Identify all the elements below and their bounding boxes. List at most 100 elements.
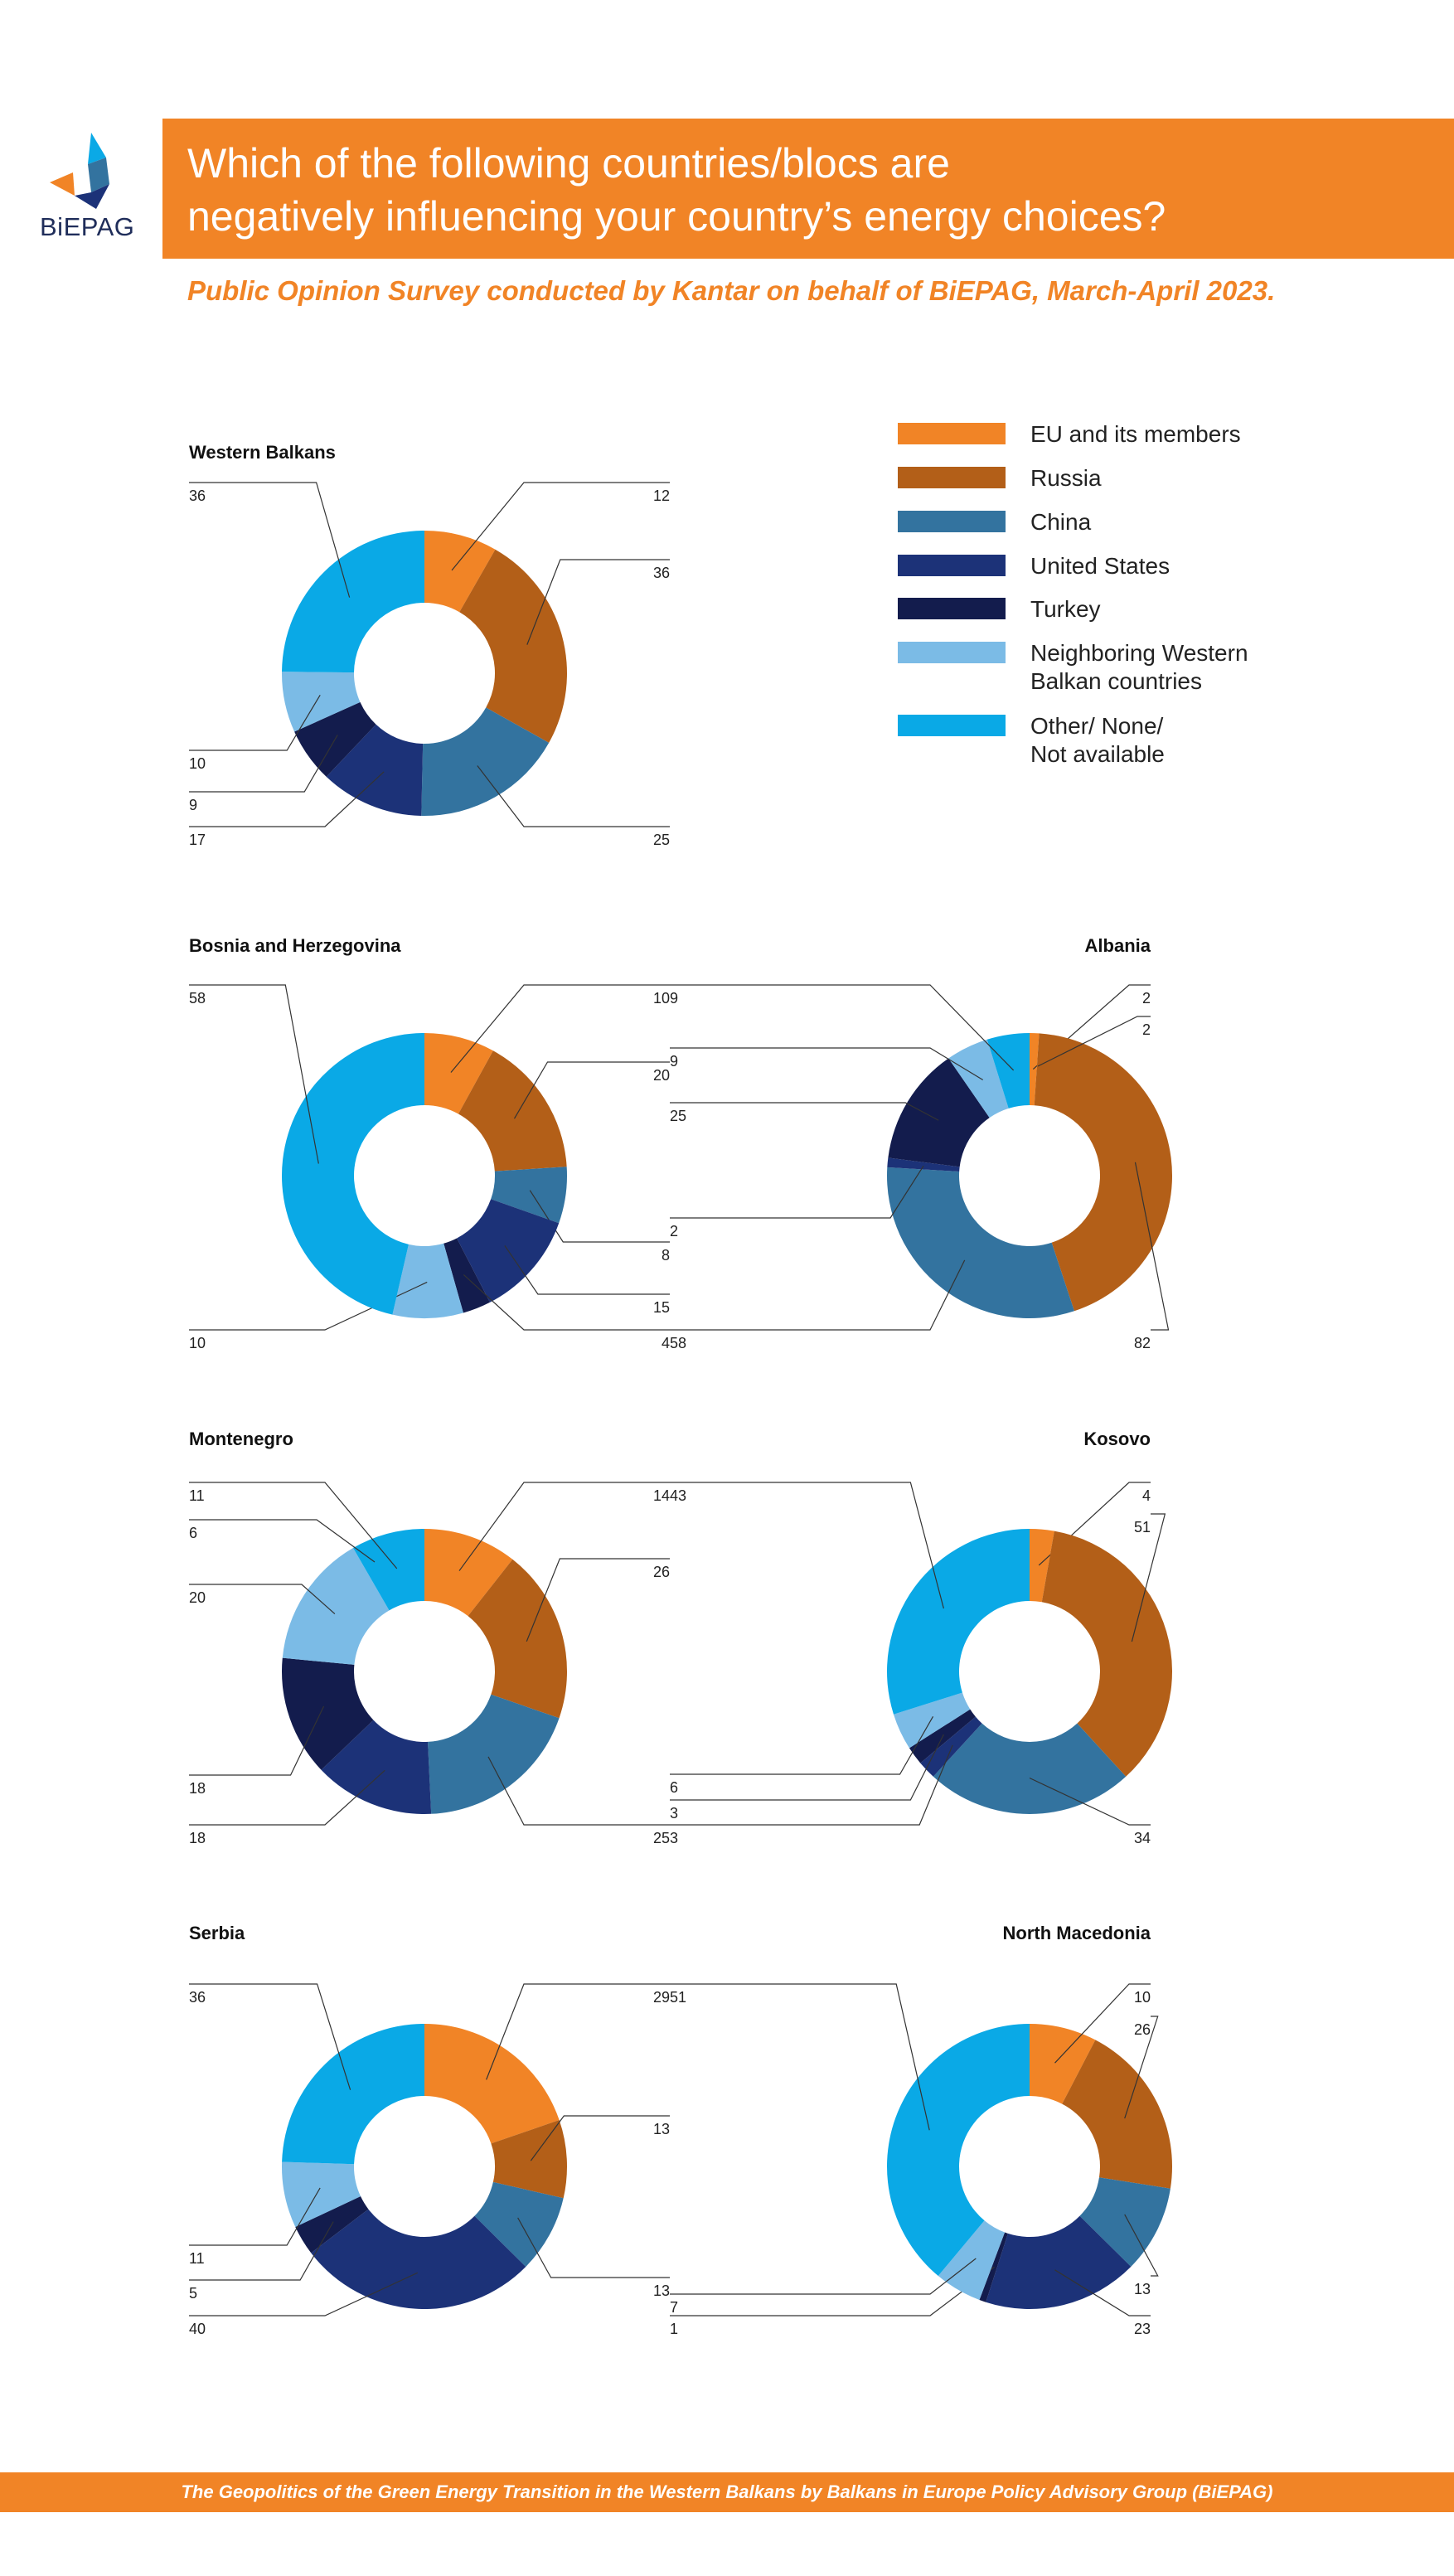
leader-line — [451, 482, 670, 571]
leader-line — [189, 1482, 398, 1569]
value-label: 4 — [1142, 1487, 1151, 1504]
donut-segment — [282, 672, 361, 732]
donut-chart: Kosovo 4 51 34 3 3 6 43 — [670, 1429, 1173, 1846]
donut-segment — [468, 1559, 568, 1719]
legend-label: Russia — [1030, 465, 1102, 491]
value-label: 36 — [189, 488, 206, 504]
leader-line — [1054, 1983, 1151, 2064]
donut-segment — [1030, 1033, 1040, 1106]
donut-segment — [887, 1529, 1030, 1715]
donut-segment — [920, 1716, 982, 1777]
donut-segment — [1030, 1529, 1054, 1603]
value-label: 29 — [653, 1989, 670, 2006]
legend-label: Neighboring Western Balkan countries — [1030, 640, 1248, 694]
leader-line — [450, 984, 670, 1073]
value-label: 9 — [189, 797, 197, 813]
chart-title: North Macedonia — [1003, 1923, 1151, 1943]
donut-segment — [428, 1694, 560, 1814]
value-label: 10 — [653, 990, 670, 1007]
value-label: 12 — [653, 488, 670, 504]
leader-line — [189, 1769, 385, 1826]
donut-segment — [491, 1167, 567, 1224]
value-label: 51 — [670, 1989, 686, 2006]
leader-line — [1054, 2269, 1151, 2316]
value-label: 1 — [670, 2321, 678, 2337]
leader-line — [670, 1716, 934, 1775]
donut-segment — [392, 1243, 463, 1318]
leader-line — [670, 1165, 924, 1219]
value-label: 26 — [1134, 2021, 1151, 2038]
value-label: 14 — [653, 1487, 670, 1504]
donut-segment — [321, 1720, 432, 1814]
chart-title: Western Balkans — [189, 442, 336, 463]
value-label: 26 — [653, 1564, 670, 1580]
leader-line — [670, 1102, 939, 1121]
legend-swatch — [898, 642, 1006, 663]
value-label: 36 — [653, 565, 670, 581]
value-label: 13 — [1134, 2281, 1151, 2297]
value-label: 58 — [189, 990, 206, 1007]
donut-chart: Serbia 29 13 13 40 5 11 36 — [189, 1923, 670, 2337]
value-label: 25 — [653, 1830, 670, 1846]
value-label: 18 — [189, 1780, 206, 1797]
legend-swatch — [898, 715, 1006, 736]
leader-line — [1037, 1016, 1151, 1067]
donut-segment — [1062, 2040, 1172, 2189]
donut-segment — [424, 2024, 560, 2144]
leader-line — [1124, 2214, 1159, 2277]
leader-line — [670, 1482, 944, 1609]
value-label: 6 — [189, 1525, 197, 1541]
value-label: 6 — [670, 1779, 678, 1796]
donut-chart: Bosnia and Herzegovina 10 20 8 15 4 10 58 — [189, 935, 670, 1351]
leader-line — [189, 771, 385, 827]
header-band: Which of the following countries/blocs a… — [162, 119, 1454, 259]
leader-line — [189, 1519, 376, 1563]
legend-label: Other/ None/ Not available — [1030, 713, 1165, 767]
leader-line — [670, 1259, 966, 1331]
legend-swatch — [898, 555, 1006, 576]
value-label: 10 — [1134, 1989, 1151, 2006]
donut-chart: Montenegro 14 26 25 18 18 20 11 6 — [189, 1429, 670, 1846]
value-label: 40 — [189, 2321, 206, 2337]
value-label: 7 — [670, 2299, 678, 2316]
biepag-logo-icon — [50, 133, 109, 209]
legend-label: EU and its members — [1030, 421, 1241, 447]
chart-title: Bosnia and Herzegovina — [189, 935, 401, 956]
value-label: 23 — [1134, 2321, 1151, 2337]
leader-line — [458, 1482, 670, 1571]
leader-line — [526, 559, 670, 645]
logo-text: BiEPAG — [40, 212, 135, 241]
leader-line — [487, 1756, 670, 1826]
leader-line — [1134, 1162, 1170, 1331]
legend-label: Turkey — [1030, 596, 1101, 622]
leader-line — [670, 984, 1015, 1071]
leader-line — [1131, 1513, 1166, 1642]
value-label: 10 — [189, 1335, 206, 1351]
leader-line — [189, 2187, 321, 2246]
donut-segment — [887, 1157, 960, 1172]
value-label: 11 — [189, 1487, 205, 1504]
value-label: 3 — [670, 1805, 678, 1822]
value-label: 15 — [653, 1299, 670, 1316]
donut-segment — [421, 707, 550, 816]
value-label: 2 — [1142, 1021, 1151, 1038]
donut-segment — [282, 2161, 361, 2227]
donut-segment — [282, 531, 424, 673]
leader-line — [463, 1274, 670, 1331]
donut-segment — [1034, 1033, 1173, 1312]
leader-line — [189, 1705, 325, 1776]
donut-segment — [933, 1723, 1127, 1814]
value-label: 34 — [1134, 1830, 1151, 1846]
leader-line — [1124, 2016, 1159, 2119]
donut-segment — [491, 2120, 567, 2199]
donut-chart: Albania 2 82 58 2 25 9 9 2 — [670, 935, 1173, 1351]
leader-line — [189, 694, 321, 751]
donut-segment — [281, 1033, 424, 1315]
leader-line — [530, 2115, 670, 2161]
value-label: 5 — [189, 2285, 197, 2302]
value-label: 13 — [653, 2121, 670, 2137]
donut-segment — [1079, 2177, 1170, 2267]
leader-line — [189, 2221, 334, 2281]
donut-segment — [1041, 1531, 1173, 1777]
